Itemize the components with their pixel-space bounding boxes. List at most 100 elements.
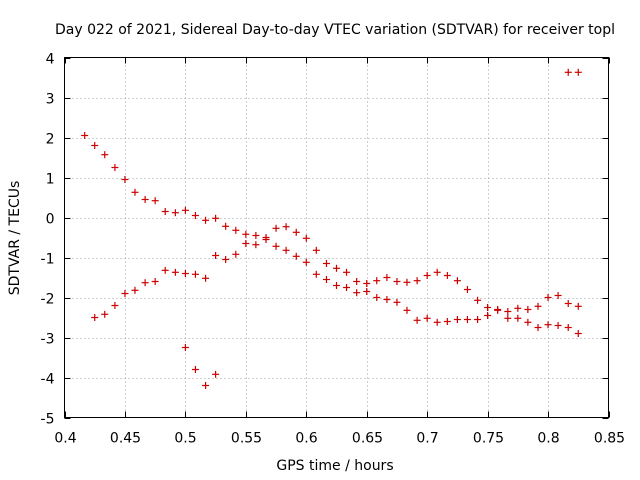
data-point xyxy=(121,290,129,297)
x-tick-label: 0.5 xyxy=(174,431,196,447)
data-point xyxy=(252,232,260,239)
data-point xyxy=(232,226,240,234)
data-point xyxy=(504,308,512,315)
data-point xyxy=(232,250,240,258)
y-tick-label: -1 xyxy=(41,252,55,268)
data-point xyxy=(161,266,169,274)
data-point xyxy=(202,382,210,389)
data-point xyxy=(333,282,340,289)
plot-frame xyxy=(64,57,609,418)
data-point xyxy=(403,278,411,286)
data-point xyxy=(322,276,330,283)
data-point xyxy=(574,302,582,310)
data-point xyxy=(181,344,189,351)
data-point xyxy=(484,312,492,319)
y-tick-label: 0 xyxy=(46,212,55,228)
y-tick-label: 3 xyxy=(46,92,55,108)
x-tick-label: 0.6 xyxy=(295,431,317,447)
data-points xyxy=(81,68,582,389)
data-point xyxy=(212,370,220,378)
x-tick-label: 0.4 xyxy=(54,431,76,447)
data-point xyxy=(423,272,431,279)
y-tick-label: 4 xyxy=(46,52,55,68)
data-point xyxy=(151,197,159,205)
data-point xyxy=(353,289,361,297)
data-point xyxy=(373,294,381,301)
x-tick-label: 0.75 xyxy=(473,431,504,447)
data-point xyxy=(433,268,441,276)
x-tick-label: 0.8 xyxy=(537,431,559,447)
data-point xyxy=(212,252,220,259)
data-point xyxy=(322,260,330,267)
data-point xyxy=(212,214,220,222)
x-tick-label: 0.85 xyxy=(594,431,625,447)
data-point xyxy=(282,246,290,254)
axis-ticks xyxy=(64,57,610,419)
data-point xyxy=(554,292,562,299)
x-tick-label: 0.7 xyxy=(416,431,438,447)
data-point xyxy=(363,288,371,295)
x-tick-label: 0.65 xyxy=(352,431,383,447)
data-point xyxy=(141,279,149,287)
data-point xyxy=(504,314,512,322)
y-tick-label: -2 xyxy=(41,292,55,308)
data-point xyxy=(413,316,421,324)
chart-title: Day 022 of 2021, Sidereal Day-to-day VTE… xyxy=(55,22,615,38)
data-point xyxy=(463,286,471,293)
data-point xyxy=(161,208,169,215)
data-point xyxy=(202,216,210,224)
y-tick-label: -3 xyxy=(41,332,55,348)
data-point xyxy=(262,236,270,243)
data-point xyxy=(514,314,522,322)
x-tick-label: 0.55 xyxy=(231,431,262,447)
data-point xyxy=(141,196,149,203)
data-point xyxy=(333,264,340,272)
data-point xyxy=(474,316,482,323)
y-tick-label: -5 xyxy=(41,412,55,428)
data-point xyxy=(101,151,109,159)
data-point xyxy=(171,209,179,217)
data-point xyxy=(494,306,502,313)
data-point xyxy=(574,330,582,337)
data-point xyxy=(453,316,461,323)
data-point xyxy=(514,304,522,312)
data-point xyxy=(282,223,290,231)
data-point xyxy=(222,222,230,230)
data-point xyxy=(574,68,582,76)
data-point xyxy=(484,304,492,311)
data-point xyxy=(171,268,179,276)
data-point xyxy=(453,277,461,285)
data-point xyxy=(191,270,199,278)
data-point xyxy=(111,302,119,309)
data-point xyxy=(534,302,542,310)
data-point xyxy=(554,322,562,329)
data-point xyxy=(544,294,552,301)
data-point xyxy=(403,306,411,314)
y-axis-label: SDTVAR / TECUs xyxy=(7,181,23,296)
x-tick-labels: 0.4 0.45 0.5 0.55 0.6 0.65 0.7 0.75 0.8 0.85 xyxy=(54,431,625,447)
data-point xyxy=(222,256,230,263)
data-point xyxy=(524,318,532,326)
data-point xyxy=(353,278,361,285)
data-point xyxy=(91,314,99,321)
data-point xyxy=(443,272,451,279)
y-tick-labels: -5 -4 -3 -2 -1 0 1 2 3 4 xyxy=(41,52,55,428)
data-point xyxy=(343,284,351,291)
data-point xyxy=(242,230,250,238)
data-point xyxy=(564,300,572,307)
data-point xyxy=(524,306,532,313)
y-tick-label: 2 xyxy=(46,132,55,148)
data-point xyxy=(564,324,572,331)
data-point xyxy=(131,188,139,196)
data-point xyxy=(121,176,129,183)
data-point xyxy=(191,212,199,219)
data-point xyxy=(252,241,260,249)
data-point xyxy=(393,278,401,285)
data-point xyxy=(383,274,391,281)
data-point xyxy=(423,314,431,322)
data-point xyxy=(272,224,280,232)
data-point xyxy=(111,164,119,171)
x-axis-label: GPS time / hours xyxy=(276,458,393,474)
data-point xyxy=(413,277,421,285)
